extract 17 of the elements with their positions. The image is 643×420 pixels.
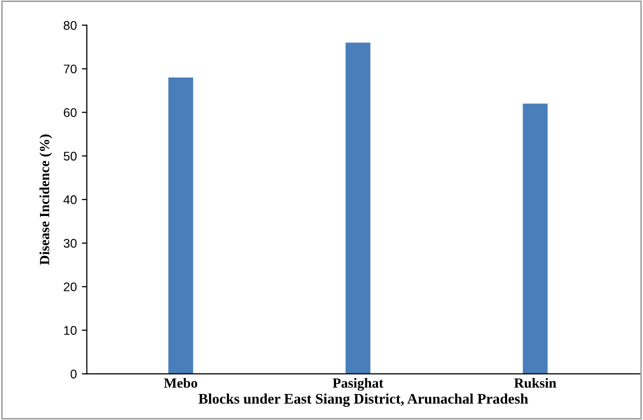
y-tick-label: 20 [64, 282, 77, 292]
y-tick-label: 50 [64, 152, 77, 161]
bar [522, 104, 548, 374]
y-tick-label: 10 [64, 326, 77, 335]
x-tick-label: Ruksin [514, 378, 556, 388]
y-tick-label: 40 [63, 195, 77, 204]
y-tick-label: 80 [64, 21, 77, 30]
x-tick-label: Pasighat [332, 378, 384, 391]
y-tick-label: 70 [64, 64, 77, 74]
bar [346, 42, 370, 374]
x-axis-title: Blocks under East Siang District, Arunachal Pradesh [198, 393, 528, 407]
x-tick-label: Mebo [164, 378, 198, 388]
y-axis-title: Disease Incidence (%) [39, 134, 52, 265]
bar [168, 77, 194, 374]
y-tick-label: 60 [64, 108, 77, 117]
y-tick-label: 0 [70, 370, 77, 378]
y-tick-label: 30 [64, 238, 77, 248]
